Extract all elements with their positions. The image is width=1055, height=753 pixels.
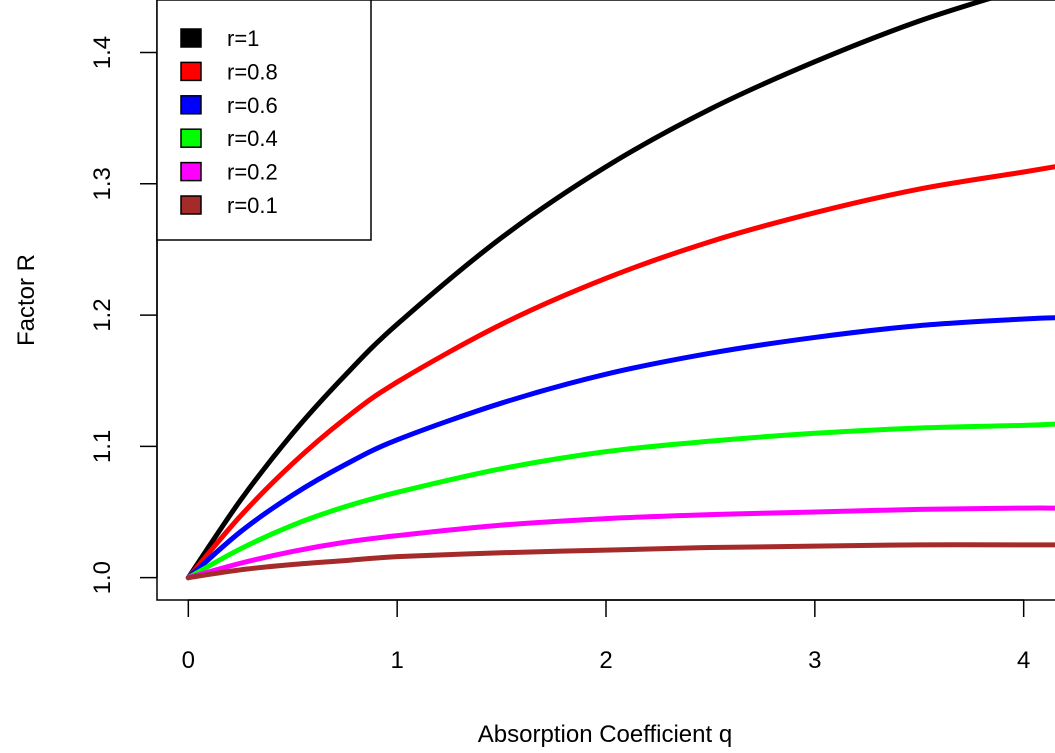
series-line-5 [185,505,1055,581]
legend-swatch [180,95,202,115]
y-tick-label: 1.2 [89,298,116,331]
x-axis-title: Absorption Coefficient q [478,721,732,748]
x-tick-label: 1 [390,647,403,674]
x-tick-label: 4 [1017,647,1030,674]
x-axis: 0 1 2 3 4 [182,599,1030,674]
x-tick-label: 0 [182,647,195,674]
y-tick-label: 1.3 [89,167,116,200]
legend-label: r=0.8 [227,59,278,84]
legend-label: r=0.4 [227,126,278,151]
legend-label: r=0.6 [227,93,278,118]
legend-swatch [180,28,202,48]
y-axis: 1.0 1.1 1.2 1.3 1.4 [89,36,158,594]
series-layer [185,0,1055,581]
legend: r=1 r=0.8 r=0.6 r=0.4 r=0.2 r=0.1 [156,0,372,241]
legend-swatch [180,61,202,82]
y-tick-label: 1.4 [89,36,116,69]
legend-swatch [180,161,202,182]
legend-swatch [180,128,202,148]
legend-label: r=1 [227,26,259,51]
x-tick-label: 2 [599,647,612,674]
series-line-2 [185,164,1055,581]
series-line-1 [185,0,994,581]
series-line-3 [185,315,1055,581]
y-tick-label: 1.1 [89,430,116,463]
y-axis-title: Factor R [13,254,40,346]
legend-label: r=0.1 [227,193,278,218]
y-tick-label: 1.0 [89,561,116,594]
legend-label: r=0.2 [227,160,278,185]
series-line-6 [185,542,1055,581]
series-line-4 [185,421,1055,581]
x-tick-label: 3 [808,647,821,674]
legend-swatch [180,195,202,215]
